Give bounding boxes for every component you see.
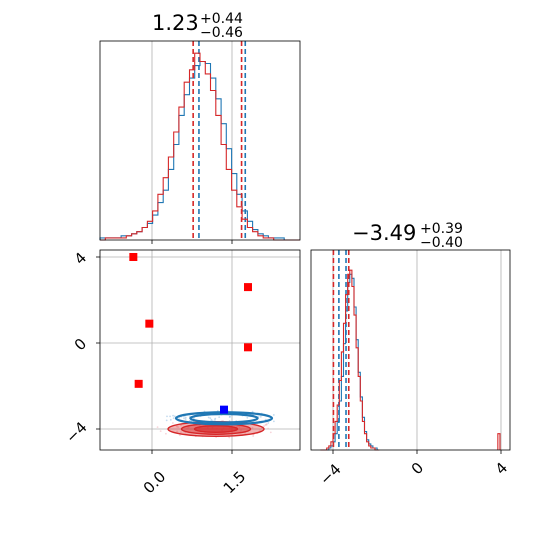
joint-sample-point bbox=[259, 429, 261, 432]
joint-sample-point bbox=[184, 416, 187, 419]
joint-sample-point bbox=[207, 416, 210, 419]
marginal-2-hist-series-0 bbox=[320, 273, 380, 451]
joint-sample-point bbox=[172, 417, 175, 420]
joint-sample-point bbox=[171, 422, 174, 424]
marginal-2-xtick-label-0: 0 bbox=[408, 459, 427, 478]
joint-sample-point bbox=[186, 427, 189, 430]
joint-sample-point bbox=[178, 434, 181, 437]
joint-sample-point bbox=[218, 416, 221, 419]
joint-sample-point bbox=[188, 419, 191, 422]
joint-sample-point bbox=[165, 432, 167, 435]
joint-sample-point bbox=[251, 410, 254, 413]
marginal-panel-param-2: −4 0 4 −3.49 +0.39 −0.40 bbox=[310, 221, 511, 489]
joint-sample-point bbox=[209, 417, 212, 420]
joint-sample-point bbox=[180, 424, 182, 427]
joint-sample-point bbox=[259, 415, 262, 418]
joint-xtick-label-1.5: 1.5 bbox=[220, 468, 250, 498]
marginal-1-title: 1.23 bbox=[152, 11, 199, 35]
marginal-2-xtick-label-4: 4 bbox=[492, 459, 511, 478]
joint-sample-point bbox=[176, 430, 178, 433]
joint-ytick-label-minus4: −4 bbox=[62, 418, 90, 446]
joint-blue-contour-1 bbox=[189, 412, 259, 424]
joint-sample-point bbox=[169, 415, 171, 418]
marginal-1-hist-series-0 bbox=[99, 60, 300, 241]
joint-sample-point bbox=[264, 418, 267, 421]
joint-sample-point bbox=[252, 435, 255, 437]
joint-sample-point bbox=[265, 423, 268, 426]
joint-sample-point bbox=[183, 417, 185, 420]
joint-ytick-label-4: 4 bbox=[71, 249, 90, 268]
marginal-2-title: −3.49 bbox=[352, 221, 416, 245]
joint-sample-point bbox=[178, 417, 181, 419]
marginal-2-series bbox=[320, 250, 501, 451]
joint-sample-point bbox=[166, 415, 168, 418]
joint-sample-point bbox=[269, 431, 272, 434]
joint-sample-point bbox=[228, 416, 231, 418]
joint-red-marker-2 bbox=[134, 379, 143, 388]
joint-sample-point bbox=[159, 430, 162, 433]
joint-sample-point bbox=[187, 426, 190, 429]
joint-sample-point bbox=[177, 426, 180, 429]
joint-sample-point bbox=[169, 418, 172, 421]
joint-frame bbox=[99, 249, 301, 451]
joint-red-marker-1 bbox=[145, 319, 154, 328]
joint-content bbox=[129, 253, 275, 439]
joint-sample-point bbox=[156, 426, 159, 429]
marginal-1-series bbox=[99, 41, 300, 241]
marginal-2-hist-series-1 bbox=[320, 269, 380, 451]
joint-red-marker-4 bbox=[244, 343, 252, 352]
marginal-2-xtick-label-minus4: −4 bbox=[316, 460, 344, 488]
joint-red-marker-0 bbox=[129, 253, 138, 261]
marginal-1-title-upper: +0.44 bbox=[200, 11, 243, 27]
joint-sample-point bbox=[165, 419, 168, 422]
marginal-1-title-median: 1.23 bbox=[152, 11, 199, 35]
marginal-1-title-lower: −0.46 bbox=[200, 25, 243, 41]
joint-sample-point bbox=[214, 417, 217, 420]
joint-red-marker-3 bbox=[244, 283, 252, 292]
joint-ytick-label-0: 0 bbox=[71, 335, 90, 354]
joint-sample-point bbox=[272, 414, 275, 416]
joint-sample-point bbox=[246, 416, 249, 419]
marginal-2-title-upper: +0.39 bbox=[420, 221, 463, 237]
marginal-2-title-median: −3.49 bbox=[352, 221, 416, 245]
joint-sample-point bbox=[267, 427, 270, 430]
marginal-2-frame bbox=[310, 249, 511, 451]
joint-sample-point bbox=[267, 422, 270, 424]
joint-sample-point bbox=[173, 415, 176, 418]
joint-xtick-label-0: 0.0 bbox=[140, 468, 170, 498]
marginal-2-outlier-bin bbox=[497, 433, 501, 450]
joint-sample-point bbox=[184, 418, 187, 421]
joint-red-contour-2 bbox=[193, 425, 239, 433]
joint-sample-point bbox=[180, 431, 182, 434]
marginal-1-frame bbox=[99, 40, 301, 241]
joint-sample-point bbox=[213, 419, 216, 421]
joint-sample-point bbox=[251, 426, 254, 429]
joint-blue-marker-0 bbox=[220, 405, 228, 414]
joint-sample-point bbox=[238, 425, 241, 428]
marginal-1-hist-series-1 bbox=[100, 52, 300, 241]
marginal-panel-param-1: 1.23 +0.44 −0.46 bbox=[99, 11, 301, 244]
joint-sample-point bbox=[272, 420, 275, 423]
joint-sample-point bbox=[240, 429, 242, 431]
marginal-2-title-lower: −0.40 bbox=[420, 235, 463, 251]
joint-panel: 0.0 1.5 4 0 −4 bbox=[62, 249, 301, 498]
joint-sample-point bbox=[172, 414, 174, 417]
joint-sample-point bbox=[263, 425, 265, 427]
